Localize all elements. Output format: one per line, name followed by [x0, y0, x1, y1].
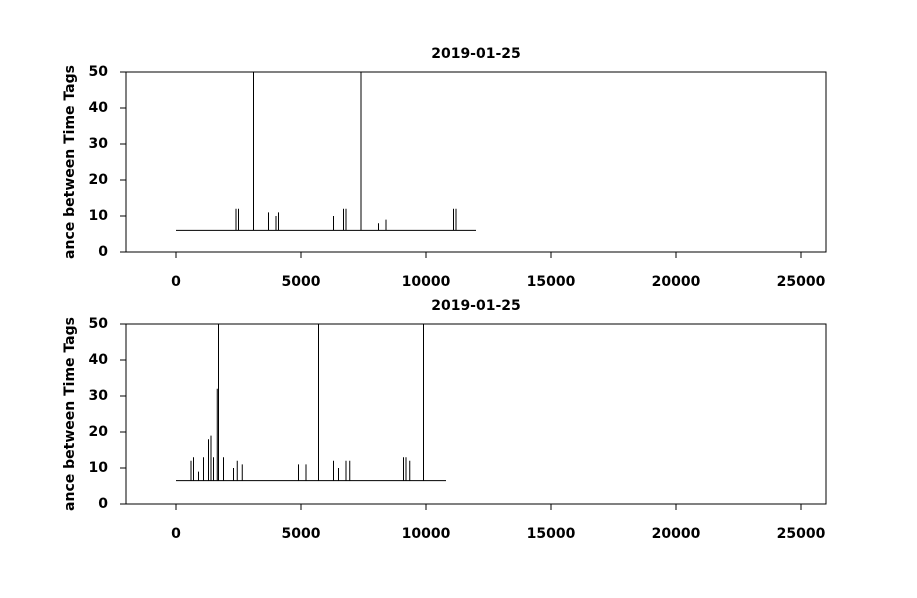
x-tick-label: 5000: [282, 526, 321, 542]
y-axis-label: ance between Time Tags: [62, 65, 78, 259]
plot-frame: [125, 71, 827, 253]
x-tick-label: 25000: [777, 274, 826, 290]
data-line: [176, 72, 476, 231]
y-tick-label: 0: [98, 496, 108, 512]
y-tick-label: 50: [89, 316, 109, 332]
y-tick-label: 30: [89, 136, 109, 152]
chart-title: 2019-01-25: [431, 46, 521, 62]
x-tick-label: 20000: [652, 274, 701, 290]
plot-frame: [125, 323, 827, 505]
x-tick-label: 10000: [402, 274, 451, 290]
x-tick-label: 20000: [652, 526, 701, 542]
x-tick-label: 0: [171, 274, 181, 290]
y-tick-label: 50: [89, 64, 109, 80]
x-tick-label: 0: [171, 526, 181, 542]
x-tick-label: 10000: [402, 526, 451, 542]
y-axis-label: ance between Time Tags: [62, 317, 78, 511]
chart-title: 2019-01-25: [431, 298, 521, 314]
y-tick-label: 30: [89, 388, 109, 404]
x-tick-label: 15000: [527, 526, 576, 542]
y-tick-label: 0: [98, 244, 108, 260]
data-line: [176, 324, 446, 482]
y-tick-label: 10: [89, 208, 109, 224]
y-tick-label: 20: [89, 424, 109, 440]
y-tick-label: 10: [89, 460, 109, 476]
x-tick-label: 25000: [777, 526, 826, 542]
x-tick-label: 15000: [527, 274, 576, 290]
y-tick-label: 40: [89, 100, 109, 116]
y-tick-label: 40: [89, 352, 109, 368]
y-tick-label: 20: [89, 172, 109, 188]
x-tick-label: 5000: [282, 274, 321, 290]
